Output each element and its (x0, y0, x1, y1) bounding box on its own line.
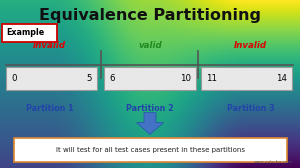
Text: Example: Example (7, 28, 45, 37)
Text: Partition 1: Partition 1 (26, 104, 73, 113)
FancyBboxPatch shape (104, 67, 196, 90)
Text: www.educba.com: www.educba.com (254, 160, 292, 164)
FancyBboxPatch shape (6, 67, 97, 90)
Text: 14: 14 (276, 74, 287, 83)
Text: 5: 5 (87, 74, 92, 83)
Text: Equivalence Partitioning: Equivalence Partitioning (39, 8, 261, 23)
FancyBboxPatch shape (2, 24, 57, 42)
Text: valid: valid (138, 41, 162, 50)
Text: 10: 10 (180, 74, 191, 83)
Text: Invalid: Invalid (234, 41, 267, 50)
Text: It will test for all test cases present in these partitions: It will test for all test cases present … (56, 147, 244, 153)
Text: 6: 6 (109, 74, 114, 83)
Text: 0: 0 (11, 74, 17, 83)
FancyBboxPatch shape (201, 67, 292, 90)
Text: Partition 3: Partition 3 (227, 104, 274, 113)
Text: Partition 2: Partition 2 (126, 104, 174, 113)
Text: 11: 11 (206, 74, 218, 83)
Polygon shape (136, 113, 164, 134)
FancyBboxPatch shape (14, 138, 286, 162)
Text: Invalid: Invalid (33, 41, 66, 50)
